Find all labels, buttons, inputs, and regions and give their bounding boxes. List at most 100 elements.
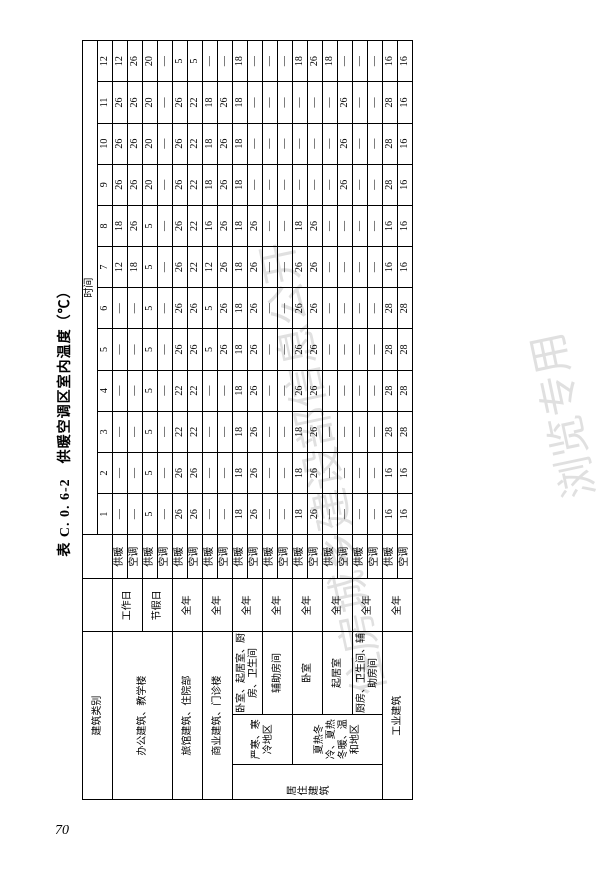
cell: 26	[113, 82, 128, 123]
cell: 22	[173, 411, 188, 452]
cell: —	[368, 288, 383, 329]
cell: —	[353, 123, 368, 164]
cell: —	[218, 370, 233, 411]
cell: 5	[143, 247, 158, 288]
cell: 26	[308, 247, 323, 288]
cell: 18	[233, 411, 248, 452]
cell: 16	[398, 452, 413, 493]
cell: 5	[143, 329, 158, 370]
cell: 18	[233, 452, 248, 493]
cell: —	[248, 123, 263, 164]
cell: —	[353, 494, 368, 535]
watermark-text: 浏览专用	[513, 327, 600, 504]
cell: 18	[233, 164, 248, 205]
cell: —	[278, 452, 293, 493]
cell: —	[128, 494, 143, 535]
cell: —	[278, 494, 293, 535]
cell: —	[203, 411, 218, 452]
cell: 28	[383, 288, 398, 329]
cell: 26	[308, 288, 323, 329]
cell: —	[323, 411, 338, 452]
cell: —	[353, 329, 368, 370]
cell: 26	[308, 452, 323, 493]
cell: —	[353, 452, 368, 493]
table-row: 工业建筑 全年 供暖 161628282828161628282816	[383, 41, 398, 800]
cell: —	[308, 82, 323, 123]
cell: 22	[188, 164, 203, 205]
cell: 26	[173, 247, 188, 288]
cell: 5	[203, 329, 218, 370]
cell: 26	[128, 205, 143, 246]
cell: —	[263, 452, 278, 493]
cell: 26	[338, 123, 353, 164]
cell: —	[278, 164, 293, 205]
cell: 26	[173, 329, 188, 370]
mode-heating: 供暖	[353, 535, 368, 579]
cell: 5	[203, 288, 218, 329]
cell: 26	[218, 329, 233, 370]
room-bed: 卧室、起居室、厨房、卫生间	[233, 632, 263, 714]
cell: 26	[293, 329, 308, 370]
cell: —	[158, 411, 173, 452]
hour-col: 11	[98, 82, 113, 123]
cell: 16	[398, 494, 413, 535]
cell: 28	[398, 288, 413, 329]
cell: 26	[173, 205, 188, 246]
cell: —	[158, 41, 173, 82]
mode-heating: 供暖	[173, 535, 188, 579]
cell: 18	[233, 82, 248, 123]
cell: 26	[248, 370, 263, 411]
cell: 5	[173, 41, 188, 82]
cell: —	[248, 164, 263, 205]
schedule-allyear: 全年	[323, 579, 353, 632]
building-office: 办公建筑、教学楼	[113, 632, 173, 800]
mode-heating: 供暖	[323, 535, 338, 579]
hour-col: 5	[98, 329, 113, 370]
building-commercial: 商业建筑、门诊楼	[203, 632, 233, 800]
cell: —	[248, 41, 263, 82]
cell: 26	[248, 494, 263, 535]
cell: —	[278, 123, 293, 164]
mode-cooling: 空调	[368, 535, 383, 579]
cell: 22	[188, 370, 203, 411]
room-bedroom: 卧室	[293, 632, 323, 714]
cell: —	[338, 205, 353, 246]
cell: 18	[293, 411, 308, 452]
cell: —	[278, 411, 293, 452]
cell: 5	[143, 452, 158, 493]
mode-cooling: 空调	[158, 535, 173, 579]
cell: 18	[293, 494, 308, 535]
cell: —	[203, 370, 218, 411]
cell: —	[368, 411, 383, 452]
cell: 28	[398, 370, 413, 411]
cell: 22	[188, 123, 203, 164]
cell: —	[368, 494, 383, 535]
cell: 22	[188, 247, 203, 288]
cell: 28	[383, 411, 398, 452]
cell: 26	[113, 123, 128, 164]
mode-cooling: 空调	[218, 535, 233, 579]
mode-cooling: 空调	[248, 535, 263, 579]
cell: 28	[383, 123, 398, 164]
cell: 22	[188, 411, 203, 452]
cell: 28	[398, 329, 413, 370]
hour-col: 3	[98, 411, 113, 452]
cell: 26	[308, 411, 323, 452]
cell: 18	[128, 247, 143, 288]
cell: 18	[293, 41, 308, 82]
cell: 26	[218, 247, 233, 288]
col-building-type: 建筑类别	[83, 632, 113, 800]
cell: —	[353, 247, 368, 288]
cell: —	[353, 41, 368, 82]
table-row: 旅馆建筑、住院部 全年 供暖 26262222262626262626265	[173, 41, 188, 800]
cell: 5	[143, 370, 158, 411]
cell: 18	[233, 41, 248, 82]
cell: 26	[293, 370, 308, 411]
schedule-allyear: 全年	[263, 579, 293, 632]
cell: 22	[188, 205, 203, 246]
cell: 16	[203, 205, 218, 246]
cell: 16	[398, 205, 413, 246]
cell: —	[263, 411, 278, 452]
cell: 12	[113, 247, 128, 288]
table-row: 厨房、卫生间、辅助房间 全年 供暖 ————————————	[353, 41, 368, 800]
